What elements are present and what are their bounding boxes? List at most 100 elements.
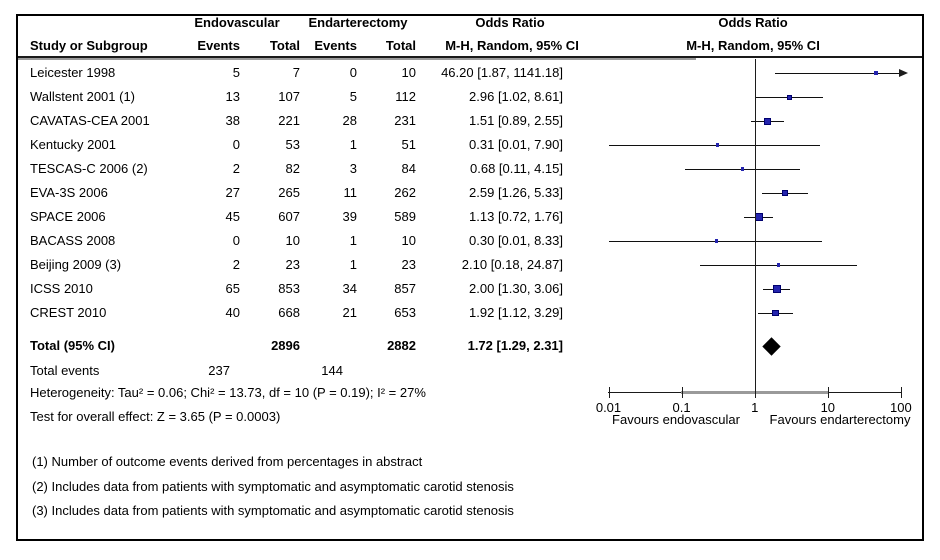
or-square-marker bbox=[715, 143, 720, 147]
x-axis-tick-label: 1 bbox=[751, 400, 759, 415]
total2-value: 653 bbox=[394, 305, 416, 320]
total1-value: 10 bbox=[285, 233, 300, 248]
or-square-marker bbox=[754, 213, 763, 221]
no-effect-line bbox=[754, 59, 756, 398]
x-axis-tick-label: 10 bbox=[820, 400, 836, 415]
total1-value: 668 bbox=[278, 305, 300, 320]
events1-value: 27 bbox=[225, 185, 240, 200]
or-ci-value: 0.31 [0.01, 7.90] bbox=[469, 137, 563, 152]
total2-value: 262 bbox=[394, 185, 416, 200]
events1-value: 38 bbox=[225, 113, 240, 128]
x-axis-tick-label: 0.1 bbox=[672, 400, 691, 415]
ci-arrow-right-icon bbox=[899, 69, 908, 77]
or-square-marker bbox=[764, 117, 772, 125]
total1-value: 7 bbox=[292, 65, 300, 80]
or-ci-value: 0.30 [0.01, 8.33] bbox=[469, 233, 563, 248]
total2-column-header: Total bbox=[385, 38, 416, 53]
x-axis-tick bbox=[754, 387, 756, 398]
header-separator-shadow bbox=[18, 58, 696, 60]
total2-value: 84 bbox=[401, 161, 416, 176]
events1-value: 40 bbox=[225, 305, 240, 320]
study-name: SPACE 2006 bbox=[30, 209, 106, 224]
total-label: Total (95% CI) bbox=[30, 338, 115, 353]
study-name: Kentucky 2001 bbox=[30, 137, 117, 152]
or-ci-value: 1.51 [0.89, 2.55] bbox=[469, 113, 563, 128]
or-ci-value: 2.00 [1.30, 3.06] bbox=[469, 281, 563, 296]
or-ci-value: 0.68 [0.11, 4.15] bbox=[470, 161, 563, 176]
events2-value: 5 bbox=[349, 89, 357, 104]
events1-value: 0 bbox=[232, 137, 240, 152]
events1-value: 5 bbox=[232, 65, 240, 80]
total1-value: 221 bbox=[278, 113, 300, 128]
study-name: CAVATAS-CEA 2001 bbox=[30, 113, 150, 128]
total-events-label: Total events bbox=[30, 363, 100, 378]
or-square-marker bbox=[786, 94, 792, 100]
events2-value: 0 bbox=[349, 65, 357, 80]
events2-value: 39 bbox=[342, 209, 357, 224]
total2-value: 112 bbox=[395, 89, 416, 104]
events1-value: 2 bbox=[232, 161, 240, 176]
x-axis-tick-label: 100 bbox=[890, 400, 912, 415]
total-or-ci: 1.72 [1.29, 2.31] bbox=[467, 338, 563, 353]
study-name: Wallstent 2001 (1) bbox=[30, 89, 136, 104]
total2-value: 51 bbox=[401, 137, 416, 152]
overall-effect-text: Test for overall effect: Z = 3.65 (P = 0… bbox=[30, 409, 281, 424]
total1-value: 853 bbox=[278, 281, 300, 296]
or-ci-value: 46.20 [1.87, 1141.18] bbox=[441, 65, 563, 80]
plot-title: Odds Ratio bbox=[718, 15, 788, 30]
ci-line bbox=[774, 72, 900, 74]
footnote-2: (2) Includes data from patients with sym… bbox=[32, 479, 514, 494]
study-column-header: Study or Subgroup bbox=[30, 38, 148, 53]
or-column-title: Odds Ratio bbox=[475, 15, 545, 30]
study-name: CREST 2010 bbox=[30, 305, 107, 320]
study-name: TESCAS-C 2006 (2) bbox=[30, 161, 148, 176]
study-name: Leicester 1998 bbox=[30, 65, 116, 80]
total-n1: 2896 bbox=[271, 338, 300, 353]
total-n2: 2882 bbox=[387, 338, 416, 353]
study-name: BACASS 2008 bbox=[30, 233, 116, 248]
events1-value: 13 bbox=[225, 89, 240, 104]
x-axis-tick-label: 0.01 bbox=[595, 400, 622, 415]
favours-left-label: Favours endovascular bbox=[612, 412, 740, 427]
or-column-subtitle: M-H, Random, 95% CI bbox=[445, 38, 579, 53]
events2-value: 11 bbox=[343, 185, 358, 200]
total2-value: 231 bbox=[394, 113, 416, 128]
study-name: ICSS 2010 bbox=[30, 281, 93, 296]
total1-value: 265 bbox=[278, 185, 300, 200]
total1-column-header: Total bbox=[269, 38, 300, 53]
events2-value: 1 bbox=[349, 233, 357, 248]
or-ci-value: 1.13 [0.72, 1.76] bbox=[469, 209, 563, 224]
favours-right-label: Favours endarterectomy bbox=[769, 412, 911, 427]
study-name: Beijing 2009 (3) bbox=[30, 257, 122, 272]
events1-value: 2 bbox=[232, 257, 240, 272]
footnote-1: (1) Number of outcome events derived fro… bbox=[32, 454, 423, 469]
ci-line bbox=[608, 144, 821, 146]
total1-value: 607 bbox=[278, 209, 300, 224]
total2-value: 10 bbox=[401, 65, 416, 80]
total1-value: 53 bbox=[285, 137, 300, 152]
events2-value: 21 bbox=[342, 305, 357, 320]
total2-value: 23 bbox=[401, 257, 416, 272]
total1-value: 82 bbox=[285, 161, 300, 176]
total-events-1: 237 bbox=[208, 363, 230, 378]
events2-value: 1 bbox=[349, 137, 357, 152]
plot-subtitle: M-H, Random, 95% CI bbox=[686, 38, 820, 53]
events1-column-header: Events bbox=[197, 38, 240, 53]
x-axis-tick bbox=[827, 387, 829, 398]
x-axis-tick bbox=[900, 387, 902, 398]
total1-value: 107 bbox=[278, 89, 300, 104]
or-square-marker bbox=[772, 309, 779, 317]
header-separator bbox=[18, 56, 922, 58]
footnote-3: (3) Includes data from patients with sym… bbox=[32, 503, 514, 518]
or-square-marker bbox=[772, 285, 781, 293]
total2-value: 10 bbox=[401, 233, 416, 248]
total1-value: 23 bbox=[285, 257, 300, 272]
events2-value: 1 bbox=[349, 257, 357, 272]
or-square-marker bbox=[714, 239, 719, 243]
events1-value: 45 bbox=[225, 209, 240, 224]
events2-value: 28 bbox=[342, 113, 357, 128]
events2-column-header: Events bbox=[314, 38, 357, 53]
or-square-marker bbox=[776, 263, 780, 267]
or-ci-value: 1.92 [1.12, 3.29] bbox=[469, 305, 563, 320]
